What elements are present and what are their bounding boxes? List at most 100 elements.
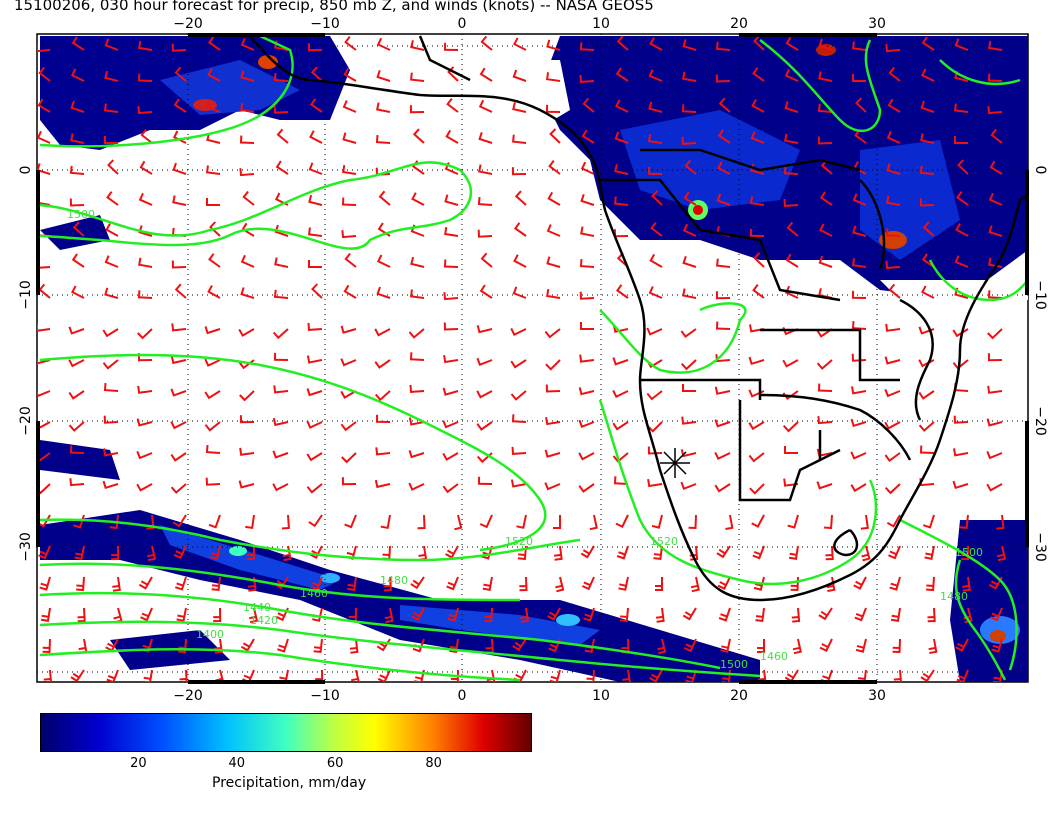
contour-label: 1520 <box>505 535 533 548</box>
lat-axis-left: 0 −10 −20 −30 <box>18 166 34 562</box>
wind-barb <box>240 287 255 299</box>
wind-barb <box>578 419 595 428</box>
wind-barb <box>751 99 765 113</box>
wind-barb <box>209 221 221 237</box>
wind-barb <box>204 421 221 432</box>
wind-barb <box>581 576 595 591</box>
wind-barb <box>919 165 935 175</box>
wind-barb <box>855 638 867 653</box>
wind-barb <box>137 385 153 394</box>
wind-barb <box>954 255 969 268</box>
wind-barb <box>956 191 969 206</box>
wind-barb <box>376 102 391 113</box>
wind-barb <box>309 130 323 144</box>
lon-tick: −10 <box>310 688 340 704</box>
lon-tick: 20 <box>730 16 748 32</box>
wind-barb <box>343 67 357 82</box>
lon-tick: 0 <box>458 688 467 704</box>
wind-barb <box>757 639 765 653</box>
wind-barb <box>172 514 187 528</box>
wind-barb <box>68 390 85 400</box>
wind-barb <box>990 128 1003 144</box>
wind-barb <box>210 545 221 560</box>
wind-barb <box>376 69 391 82</box>
wind-barb <box>340 358 357 367</box>
wind-barb <box>520 607 530 623</box>
wind-barb <box>410 256 425 268</box>
wind-barb <box>655 607 665 623</box>
wind-barb <box>408 450 425 459</box>
wind-barb <box>138 192 153 206</box>
wind-barb <box>752 67 765 82</box>
wind-barb <box>69 198 85 207</box>
wind-barb <box>655 577 663 591</box>
wind-barb <box>376 286 391 299</box>
wind-barb <box>444 226 459 237</box>
wind-barb <box>274 224 289 237</box>
wind-barb <box>516 514 527 529</box>
wind-barb <box>753 35 765 51</box>
wind-barb <box>109 514 119 529</box>
lon-tick: −20 <box>173 16 203 32</box>
wind-barb <box>545 359 561 371</box>
wind-barb <box>885 44 901 53</box>
wind-barb <box>408 328 425 339</box>
wind-barb <box>476 390 493 399</box>
precip-field <box>40 36 1028 682</box>
wind-barb <box>647 134 663 144</box>
wind-barb <box>479 284 493 299</box>
wind-barb <box>753 576 765 591</box>
wind-barb <box>174 283 187 299</box>
wind-barb <box>988 257 1003 268</box>
wind-barb <box>886 163 901 175</box>
wind-barb <box>919 445 935 454</box>
wind-barb <box>344 514 357 529</box>
wind-barb <box>37 98 51 113</box>
wind-barb <box>890 607 901 622</box>
wind-barb <box>749 324 765 333</box>
wind-barb <box>417 514 426 530</box>
wind-barb <box>208 514 221 529</box>
wind-barb <box>139 160 153 175</box>
wind-barb <box>69 445 85 454</box>
wind-barb <box>553 545 563 561</box>
wind-barb <box>103 448 119 457</box>
wind-barb <box>886 195 901 206</box>
lat-lon-grid <box>37 34 1028 682</box>
wind-barb <box>580 226 595 237</box>
wind-barb <box>752 545 765 560</box>
wind-barb <box>680 359 697 371</box>
wind-barb <box>510 390 527 401</box>
wind-barb <box>885 260 901 269</box>
wind-barb <box>174 66 187 82</box>
wind-barb <box>68 359 85 368</box>
wind-barb <box>310 98 323 113</box>
wind-barb <box>376 254 391 268</box>
wind-barb <box>854 607 867 622</box>
wind-barb <box>76 576 85 592</box>
wind-barb <box>176 607 187 622</box>
wind-barb <box>272 483 289 492</box>
lat-tick: −20 <box>18 406 34 436</box>
wind-barb <box>612 421 629 431</box>
lon-tick: 10 <box>592 16 610 32</box>
wind-barb <box>650 222 663 237</box>
wind-barb <box>987 106 1003 115</box>
wind-barb <box>888 66 901 82</box>
lon-tick: 20 <box>730 688 748 704</box>
wind-barb <box>343 284 357 299</box>
wind-barb <box>785 36 799 51</box>
wind-barb <box>211 576 221 591</box>
wind-barb <box>350 669 360 682</box>
wind-barb <box>476 357 493 366</box>
wind-barb <box>893 669 903 682</box>
wind-barb <box>885 323 901 332</box>
wind-barb <box>922 514 935 529</box>
wind-barb <box>341 230 357 239</box>
wind-barb <box>37 130 51 144</box>
wind-barb <box>207 68 221 82</box>
wind-barb <box>205 445 221 454</box>
wind-barb <box>69 478 85 487</box>
wind-barb <box>39 576 51 591</box>
wind-barb <box>143 669 153 682</box>
